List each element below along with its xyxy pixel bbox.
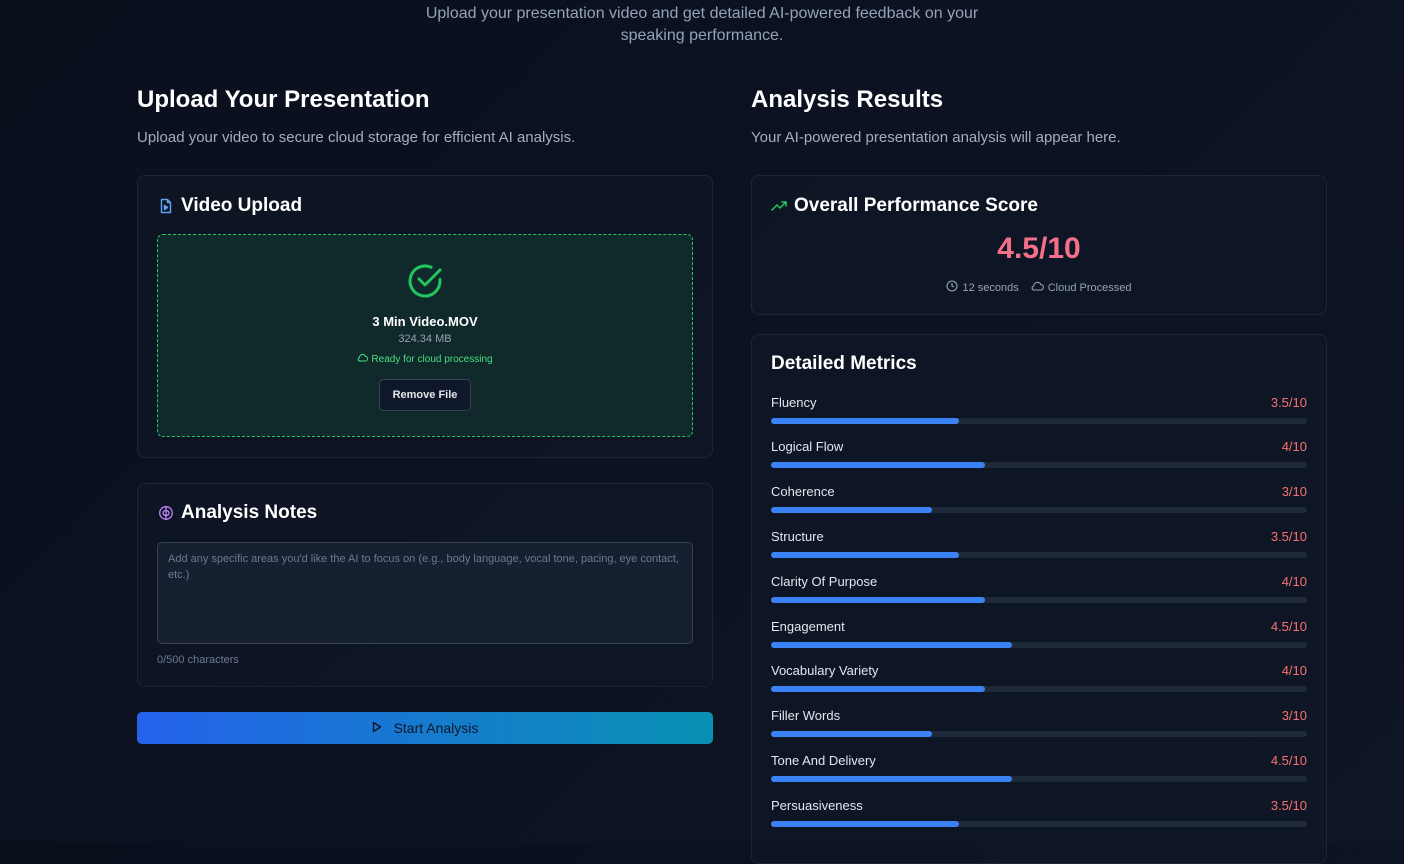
metric-bar-fill	[771, 642, 1013, 648]
metric-bar-track	[771, 418, 1307, 424]
metric-row: Engagement 4.5/10	[771, 619, 1307, 649]
metric-bar-fill	[771, 552, 959, 558]
metric-score: 3/10	[1281, 708, 1307, 723]
metric-row: Tone And Delivery 4.5/10	[771, 753, 1307, 783]
upload-section-subtitle: Upload your video to secure cloud storag…	[137, 129, 576, 146]
cloud-icon	[1031, 281, 1044, 294]
character-count: 0/500 characters	[157, 654, 239, 666]
metric-bar-track	[771, 776, 1307, 782]
metric-score: 4.5/10	[1270, 619, 1307, 634]
upload-status-text: Ready for cloud processing	[371, 353, 493, 365]
intro-line-2: speaking performance.	[620, 27, 784, 44]
metric-row: Coherence 3/10	[771, 484, 1307, 514]
metric-bar-fill	[771, 686, 986, 692]
metric-label: Engagement	[771, 619, 845, 634]
metric-score: 3.5/10	[1270, 798, 1307, 813]
metric-label: Fluency	[771, 395, 817, 410]
intro-line-1: Upload your presentation video and get d…	[425, 5, 979, 22]
metric-bar-fill	[771, 731, 932, 737]
analysis-notes-header: Analysis Notes	[158, 502, 317, 524]
metric-label: Vocabulary Variety	[771, 663, 879, 678]
video-upload-header: Video Upload	[158, 195, 302, 217]
upload-dropzone[interactable]: 3 Min Video.MOV 324.34 MB Ready for clou…	[157, 234, 693, 437]
results-section-title: Analysis Results	[751, 86, 944, 113]
metric-bar-track	[771, 597, 1307, 603]
brain-icon	[158, 505, 174, 521]
metric-bar-track	[771, 552, 1307, 558]
metric-score: 3.5/10	[1270, 529, 1307, 544]
analysis-notes-title: Analysis Notes	[181, 502, 318, 523]
file-name: 3 Min Video.MOV	[372, 314, 478, 329]
trending-up-icon	[771, 198, 787, 214]
metric-score: 3/10	[1281, 484, 1307, 499]
metric-bar-fill	[771, 462, 986, 468]
metric-bar-track	[771, 507, 1307, 513]
analysis-notes-input[interactable]	[157, 542, 693, 644]
metric-bar-fill	[771, 418, 959, 424]
overall-score-header: Overall Performance Score	[771, 195, 1038, 217]
metric-bar-fill	[771, 597, 986, 603]
file-size: 324.34 MB	[398, 333, 452, 345]
metric-score: 4/10	[1281, 439, 1307, 454]
metric-row: Logical Flow 4/10	[771, 439, 1307, 469]
video-upload-title: Video Upload	[181, 195, 303, 216]
duration-meta: 12 seconds	[946, 280, 1019, 295]
check-circle-icon	[406, 262, 444, 305]
start-analysis-label: Start Analysis	[393, 720, 479, 736]
metric-row: Structure 3.5/10	[771, 529, 1307, 559]
duration-text: 12 seconds	[962, 281, 1019, 294]
overall-score-value: 4.5/10	[997, 232, 1081, 265]
metric-bar-fill	[771, 821, 959, 827]
metric-bar-track	[771, 462, 1307, 468]
detailed-metrics-card: Detailed Metrics Fluency 3.5/10 Logical Fl…	[751, 334, 1327, 864]
metric-score: 4/10	[1281, 663, 1307, 678]
metric-score: 4/10	[1281, 574, 1307, 589]
metric-label: Logical Flow	[771, 439, 844, 454]
metric-label: Tone And Delivery	[771, 753, 876, 768]
metric-score: 3.5/10	[1270, 395, 1307, 410]
page-intro: Upload your presentation video and get d…	[0, 3, 1404, 47]
results-section-subtitle: Your AI-powered presentation analysis wi…	[751, 129, 1121, 146]
metric-bar-fill	[771, 507, 932, 513]
clock-icon	[946, 280, 959, 295]
metric-row: Vocabulary Variety 4/10	[771, 663, 1307, 693]
metric-label: Filler Words	[771, 708, 841, 723]
video-upload-card: Video Upload 3 Min Video.MOV 324.34 MB R…	[137, 175, 713, 458]
file-video-icon	[158, 198, 174, 214]
metric-row: Filler Words 3/10	[771, 708, 1307, 738]
start-analysis-button[interactable]: Start Analysis	[137, 712, 713, 744]
metric-bar-fill	[771, 776, 1013, 782]
processed-meta: Cloud Processed	[1031, 280, 1132, 295]
processed-text: Cloud Processed	[1047, 281, 1132, 294]
play-icon	[372, 720, 382, 736]
metric-row: Persuasiveness 3.5/10	[771, 798, 1307, 828]
metric-score: 4.5/10	[1270, 753, 1307, 768]
metric-bar-track	[771, 821, 1307, 827]
metric-label: Coherence	[771, 484, 835, 499]
detailed-metrics-title: Detailed Metrics	[771, 353, 917, 374]
metric-row: Fluency 3.5/10	[771, 395, 1307, 425]
cloud-icon	[357, 353, 369, 365]
upload-section-title: Upload Your Presentation	[137, 86, 430, 113]
overall-score-title: Overall Performance Score	[794, 195, 1038, 216]
metric-bar-track	[771, 642, 1307, 648]
upload-status: Ready for cloud processing	[158, 353, 692, 365]
metric-bar-track	[771, 731, 1307, 737]
remove-file-button[interactable]: Remove File	[379, 379, 471, 411]
metric-label: Clarity Of Purpose	[771, 574, 878, 589]
score-meta: 12 seconds Cloud Processed	[752, 280, 1326, 295]
overall-score-card: Overall Performance Score 4.5/10 12 seco…	[751, 175, 1327, 315]
metric-label: Structure	[771, 529, 824, 544]
metric-row: Clarity Of Purpose 4/10	[771, 574, 1307, 604]
metric-label: Persuasiveness	[771, 798, 863, 813]
metric-bar-track	[771, 686, 1307, 692]
analysis-notes-card: Analysis Notes 0/500 characters	[137, 483, 713, 687]
